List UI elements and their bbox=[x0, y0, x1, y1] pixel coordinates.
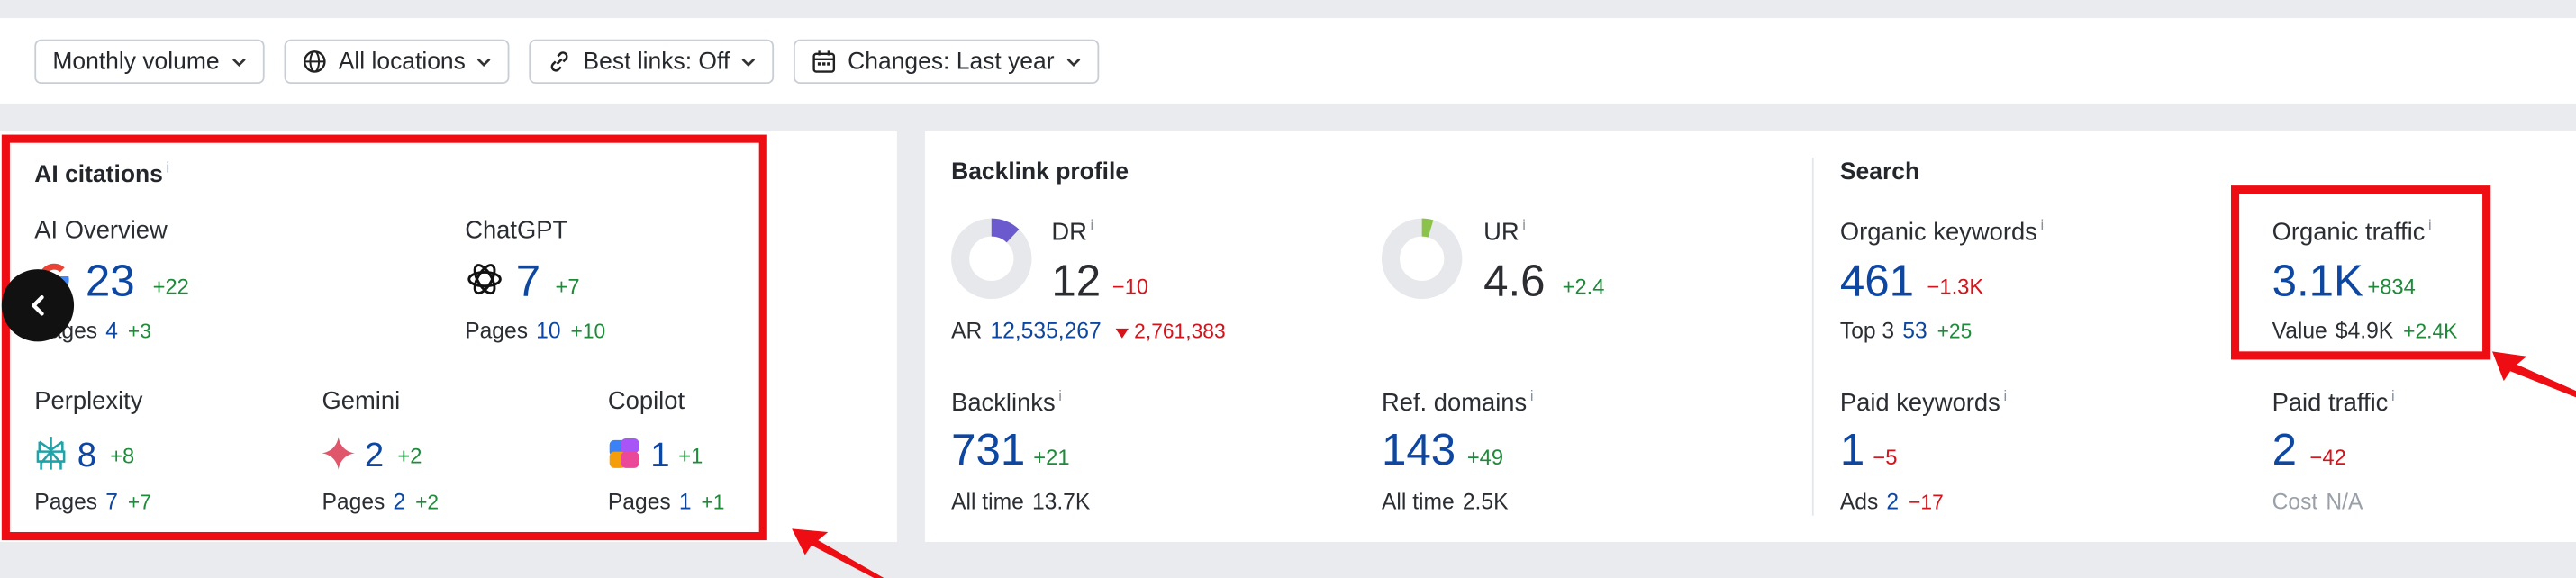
copilot-delta: +1 bbox=[678, 443, 703, 468]
dr-label: DR i bbox=[1051, 216, 1094, 247]
gemini-label: Gemini bbox=[322, 387, 401, 416]
cost-row: Cost N/A bbox=[2272, 489, 2363, 514]
backlinks-delta: +21 bbox=[1033, 445, 1070, 470]
chatgpt-pages: Pages 10 +10 bbox=[465, 318, 606, 344]
filter-label: Changes: Last year bbox=[848, 48, 1055, 75]
gemini-icon bbox=[322, 437, 355, 470]
locations-dropdown[interactable]: All locations bbox=[284, 39, 511, 85]
search-title: Search bbox=[1839, 158, 1920, 186]
chatgpt-icon bbox=[467, 264, 502, 295]
perplexity-value[interactable]: 8 bbox=[77, 437, 97, 475]
ur-label: UR i bbox=[1483, 216, 1526, 247]
ur-gauge bbox=[1381, 218, 1463, 299]
best-links-dropdown[interactable]: Best links: Off bbox=[529, 39, 775, 85]
info-icon[interactable]: i bbox=[2040, 216, 2045, 234]
section-divider bbox=[1811, 158, 1814, 516]
organic-keywords-label: Organic keywords i bbox=[1839, 216, 2045, 247]
traffic-value-row: Value $4.9K +2.4K bbox=[2272, 318, 2458, 344]
ur-delta: +2.4 bbox=[1562, 274, 1605, 299]
copilot-pages: Pages 1 +1 bbox=[607, 489, 725, 514]
filter-label: All locations bbox=[338, 48, 466, 75]
perplexity-label: Perplexity bbox=[34, 387, 143, 416]
ur-value: 4.6 bbox=[1483, 256, 1546, 306]
organic-keywords-delta: −1.3K bbox=[1927, 274, 1984, 299]
calendar-icon bbox=[812, 50, 836, 73]
chevron-down-icon bbox=[231, 57, 245, 67]
chevron-down-icon bbox=[741, 57, 756, 67]
chatgpt-label: ChatGPT bbox=[465, 216, 568, 245]
gemini-delta: +2 bbox=[397, 443, 422, 468]
filter-bar: Monthly volume All locations Best links:… bbox=[0, 18, 2576, 104]
backlinks-all-time: All time 13.7K bbox=[951, 489, 1091, 514]
paid-keywords-value[interactable]: 1 bbox=[1839, 425, 1865, 475]
perplexity-delta: +8 bbox=[110, 443, 135, 468]
info-icon[interactable]: i bbox=[1522, 216, 1526, 234]
filter-label: Best links: Off bbox=[583, 48, 730, 75]
paid-traffic-value[interactable]: 2 bbox=[2272, 425, 2298, 475]
triangle-down-icon bbox=[1116, 328, 1129, 339]
ads-row: Ads 2 −17 bbox=[1839, 489, 1944, 514]
perplexity-icon bbox=[36, 437, 66, 470]
gemini-value[interactable]: 2 bbox=[364, 437, 385, 475]
perplexity-pages: Pages 7 +7 bbox=[34, 489, 151, 514]
info-icon[interactable]: i bbox=[1529, 387, 1534, 404]
ai-overview-label: AI Overview bbox=[34, 216, 168, 245]
ref-domains-label: Ref. domains i bbox=[1381, 387, 1534, 418]
paid-traffic-delta: −42 bbox=[2309, 445, 2346, 470]
dr-value: 12 bbox=[1051, 256, 1102, 306]
info-icon[interactable]: i bbox=[2003, 387, 2008, 404]
globe-icon bbox=[303, 50, 326, 73]
copilot-icon bbox=[609, 438, 639, 468]
backlink-profile-title: Backlink profile bbox=[951, 158, 1129, 186]
chevron-down-icon bbox=[1066, 57, 1080, 67]
info-icon[interactable]: i bbox=[2428, 216, 2432, 234]
top3-row: Top 3 53 +25 bbox=[1839, 318, 1973, 344]
annotation-arrow-icon bbox=[2492, 351, 2576, 398]
changes-dropdown[interactable]: Changes: Last year bbox=[793, 39, 1099, 85]
filter-label: Monthly volume bbox=[52, 48, 220, 75]
ref-domains-delta: +49 bbox=[1466, 445, 1504, 470]
dr-delta: −10 bbox=[1111, 274, 1149, 299]
chatgpt-delta: +7 bbox=[555, 274, 580, 299]
organic-keywords-value[interactable]: 461 bbox=[1839, 256, 1915, 306]
chatgpt-value[interactable]: 7 bbox=[515, 256, 541, 306]
ref-domains-all-time: All time 2.5K bbox=[1381, 489, 1509, 514]
ai-citations-card bbox=[0, 131, 897, 542]
ref-domains-value[interactable]: 143 bbox=[1381, 425, 1456, 475]
info-icon[interactable]: i bbox=[1058, 387, 1062, 404]
link-icon bbox=[550, 51, 568, 72]
ai-overview-value[interactable]: 23 bbox=[85, 256, 135, 306]
ai-overview-delta: +22 bbox=[152, 274, 189, 299]
organic-traffic-label: Organic traffic i bbox=[2272, 216, 2432, 247]
copilot-label: Copilot bbox=[607, 387, 685, 416]
organic-traffic-delta: +834 bbox=[2367, 274, 2416, 299]
paid-traffic-label: Paid traffic i bbox=[2272, 387, 2395, 418]
organic-traffic-value[interactable]: 3.1K bbox=[2272, 256, 2363, 306]
carousel-prev-button[interactable] bbox=[1, 269, 75, 342]
ar-row: AR 12,535,267 2,761,383 bbox=[951, 318, 1226, 344]
info-icon[interactable]: i bbox=[2391, 387, 2395, 404]
paid-keywords-delta: −5 bbox=[1873, 445, 1898, 470]
monthly-volume-dropdown[interactable]: Monthly volume bbox=[34, 39, 264, 85]
dr-gauge bbox=[951, 218, 1032, 299]
gemini-pages: Pages 2 +2 bbox=[322, 489, 440, 514]
overview-card bbox=[924, 131, 2576, 542]
ai-citations-title: AI citations i bbox=[34, 158, 170, 189]
chevron-down-icon bbox=[477, 57, 492, 67]
chevron-left-icon bbox=[32, 294, 44, 316]
copilot-value[interactable]: 1 bbox=[650, 437, 670, 475]
paid-keywords-label: Paid keywords i bbox=[1839, 387, 2008, 418]
backlinks-value[interactable]: 731 bbox=[951, 425, 1026, 475]
info-icon[interactable]: i bbox=[1090, 216, 1094, 234]
backlinks-label: Backlinks i bbox=[951, 387, 1062, 418]
annotation-arrow-icon bbox=[792, 528, 884, 578]
info-icon[interactable]: i bbox=[166, 158, 170, 176]
